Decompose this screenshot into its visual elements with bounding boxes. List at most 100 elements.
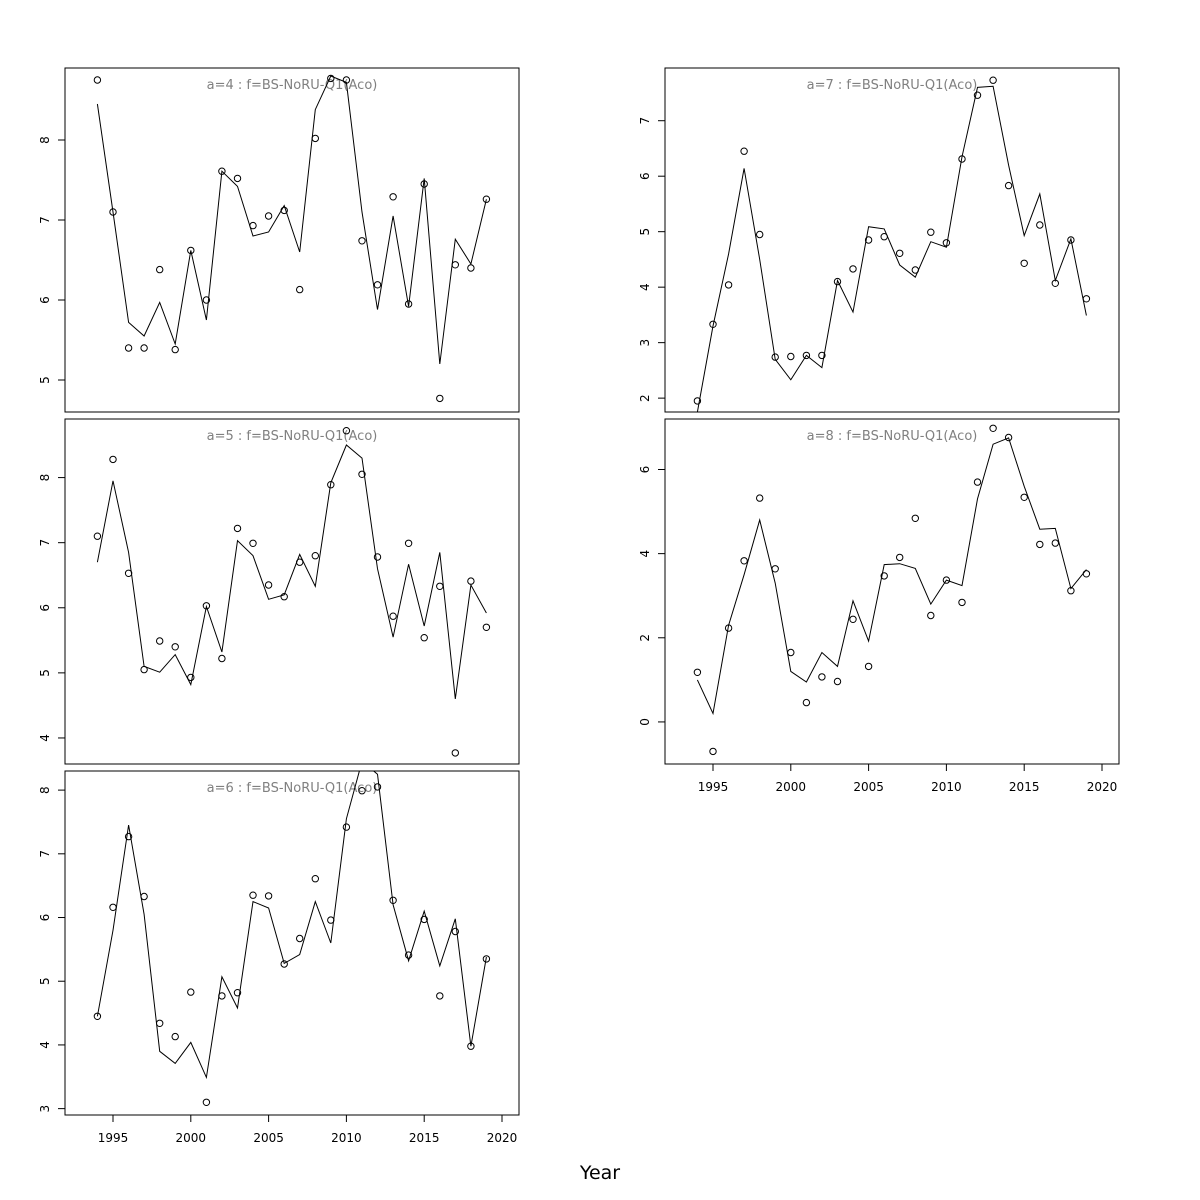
- y-tick-label: 5: [38, 376, 52, 384]
- observed-point: [436, 992, 444, 1000]
- observed-point: [187, 673, 195, 682]
- observed-point: [280, 593, 288, 601]
- y-tick-label: 7: [38, 216, 52, 224]
- observed-point: [833, 677, 842, 686]
- observed-point: [311, 134, 319, 143]
- observed-point: [818, 673, 826, 681]
- observed-point: [296, 934, 304, 943]
- observed-point: [693, 397, 702, 405]
- observed-point: [1082, 570, 1091, 578]
- x-tick-label: 2000: [176, 1131, 207, 1145]
- fitted-line: [696, 85, 1087, 412]
- observed-point: [233, 174, 242, 183]
- observed-point: [1036, 540, 1044, 549]
- observed-point: [927, 228, 935, 236]
- y-tick-label: 7: [638, 117, 652, 125]
- observed-point: [171, 643, 179, 651]
- observed-point: [724, 281, 733, 289]
- observed-point: [864, 236, 873, 244]
- panels-group: 5 6 7 8 a=4 : f=BS-NoRU-Q1(Aco) 4 5 6 7 8 a=5 : f=…: [38, 67, 1120, 1116]
- observed-point: [124, 569, 133, 577]
- y-tick-label: 8: [38, 474, 52, 482]
- x-tick-label: 2000: [776, 780, 807, 794]
- observed-point: [404, 539, 413, 547]
- observed-point: [467, 1042, 475, 1050]
- observed-point: [787, 352, 795, 361]
- observed-point: [1020, 493, 1028, 501]
- panel-4: 2 3 4 5 6 7 a=7 : f=BS-NoRU-Q1(Aco): [638, 67, 1120, 413]
- observed-point: [693, 668, 702, 676]
- observed-point: [202, 1098, 211, 1107]
- observed-point: [467, 264, 475, 272]
- observed-point: [327, 916, 335, 924]
- observed-point: [140, 665, 148, 674]
- panel-title: a=5 : f=BS-NoRU-Q1(Aco): [207, 429, 378, 444]
- observed-point: [358, 470, 366, 478]
- observed-point: [218, 654, 226, 663]
- fitted-line: [96, 771, 487, 1080]
- y-tick-label: 5: [38, 669, 52, 677]
- y-tick-label: 6: [638, 172, 652, 180]
- observed-point: [833, 277, 842, 286]
- y-tick-label: 6: [38, 604, 52, 612]
- observed-point: [218, 167, 226, 175]
- panel-5: 0 2 4 6 a=8 : f=BS-NoRU-Q1(Aco): [638, 418, 1120, 765]
- observed-point: [404, 300, 413, 308]
- observed-point: [436, 582, 444, 590]
- observed-point: [156, 1019, 164, 1027]
- observed-point: [156, 265, 164, 274]
- observed-point: [233, 989, 242, 997]
- observed-point: [264, 581, 273, 589]
- observed-point: [202, 602, 211, 610]
- x-axis-left: 1995 2000 2005 2010 2015 2020: [98, 1114, 517, 1145]
- y-tick-label: 6: [38, 296, 52, 304]
- observed-point: [311, 875, 319, 883]
- observed-point: [467, 577, 475, 585]
- observed-point: [404, 951, 413, 959]
- observed-point: [420, 180, 428, 188]
- panel-frame: [664, 67, 1120, 413]
- observed-point: [740, 557, 748, 565]
- observed-point: [187, 988, 195, 996]
- panel-frame: [664, 418, 1120, 765]
- observed-point: [958, 155, 966, 163]
- observed-point: [93, 532, 102, 540]
- plot-area: [96, 444, 487, 699]
- fitted-line: [696, 437, 1087, 716]
- observed-point: [109, 208, 117, 216]
- plot-area: [96, 75, 487, 365]
- x-tick-label: 2010: [331, 1131, 362, 1145]
- observed-point: [1067, 587, 1075, 595]
- observed-point: [911, 514, 919, 522]
- observed-point: [93, 76, 102, 84]
- y-tick-label: 7: [38, 539, 52, 547]
- x-axis-right: 1995 2000 2005 2010 2015 2020: [698, 763, 1117, 794]
- observed-point: [818, 351, 826, 360]
- observed-point: [327, 74, 335, 83]
- observed-point: [880, 572, 888, 580]
- y-tick-label: 3: [638, 339, 652, 347]
- observed-point: [771, 565, 779, 573]
- observed-point: [942, 576, 951, 584]
- x-axis-bottom: 1995 2000 2005 2010 2015 2020 1995 2000 2005 2010…: [98, 763, 1117, 1145]
- panel-frame: [64, 67, 520, 413]
- x-tick-label: 1995: [698, 780, 729, 794]
- observed-point: [420, 915, 428, 924]
- panel-3: 3 4 5 6 7 8 a=6 : f=BS-NoRU-Q1(Aco): [38, 770, 520, 1116]
- panel-title: a=7 : f=BS-NoRU-Q1(Aco): [807, 78, 978, 93]
- observed-point: [296, 285, 304, 294]
- observed-point: [973, 478, 982, 486]
- observed-point: [327, 481, 335, 489]
- observed-point: [358, 787, 366, 795]
- observed-point: [342, 76, 351, 84]
- observed-point: [171, 1032, 179, 1041]
- y-tick-label: 6: [638, 466, 652, 474]
- x-axis-title: Year: [579, 1162, 620, 1184]
- observed-point: [989, 76, 997, 84]
- observed-point: [709, 747, 717, 756]
- y-axis: 4 5 6 7 8: [38, 474, 66, 742]
- observed-point: [1036, 221, 1044, 229]
- observed-point: [373, 281, 382, 289]
- observed-point: [709, 320, 717, 328]
- y-tick-label: 4: [38, 1041, 52, 1049]
